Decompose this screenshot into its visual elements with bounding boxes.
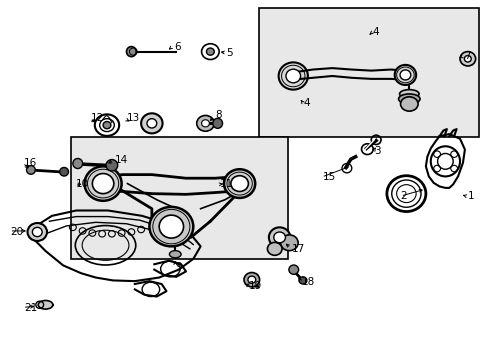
Text: 17: 17 xyxy=(292,244,305,254)
Text: 5: 5 xyxy=(225,48,232,58)
Ellipse shape xyxy=(244,273,259,287)
Ellipse shape xyxy=(26,166,35,174)
Ellipse shape xyxy=(398,94,419,104)
Ellipse shape xyxy=(147,119,157,128)
Ellipse shape xyxy=(84,166,122,201)
Ellipse shape xyxy=(92,174,114,194)
Ellipse shape xyxy=(280,235,298,251)
Ellipse shape xyxy=(273,232,285,243)
Text: 7: 7 xyxy=(463,51,469,61)
Text: 11: 11 xyxy=(220,179,233,189)
Ellipse shape xyxy=(267,242,282,255)
Ellipse shape xyxy=(106,159,118,171)
Ellipse shape xyxy=(288,265,298,274)
Ellipse shape xyxy=(299,277,306,284)
Ellipse shape xyxy=(169,251,181,258)
Text: 16: 16 xyxy=(24,158,37,168)
Ellipse shape xyxy=(141,113,162,134)
Ellipse shape xyxy=(464,55,470,62)
Text: 1: 1 xyxy=(467,191,473,201)
Ellipse shape xyxy=(60,167,68,176)
Ellipse shape xyxy=(73,158,82,168)
Ellipse shape xyxy=(201,120,209,127)
Text: 18: 18 xyxy=(302,277,315,287)
Bar xyxy=(71,137,288,259)
Text: 12: 12 xyxy=(91,113,104,123)
Ellipse shape xyxy=(285,69,300,83)
Text: 9: 9 xyxy=(175,262,182,272)
Ellipse shape xyxy=(278,62,307,90)
Ellipse shape xyxy=(230,176,248,192)
Ellipse shape xyxy=(206,48,214,55)
Text: 19: 19 xyxy=(248,281,261,291)
Text: 3: 3 xyxy=(373,145,380,156)
Text: 20: 20 xyxy=(10,227,23,237)
Ellipse shape xyxy=(459,51,475,66)
Text: 15: 15 xyxy=(322,172,335,182)
Ellipse shape xyxy=(196,116,214,131)
Ellipse shape xyxy=(212,118,222,129)
Ellipse shape xyxy=(38,301,53,309)
Text: 21: 21 xyxy=(24,303,37,314)
Ellipse shape xyxy=(399,70,410,80)
Bar xyxy=(259,8,478,137)
Ellipse shape xyxy=(159,215,183,238)
Ellipse shape xyxy=(126,46,136,57)
Ellipse shape xyxy=(268,227,290,247)
Text: 14: 14 xyxy=(115,155,128,165)
Text: 2: 2 xyxy=(400,191,407,201)
Ellipse shape xyxy=(103,122,111,129)
Ellipse shape xyxy=(149,207,193,246)
Ellipse shape xyxy=(224,169,255,198)
Text: 10: 10 xyxy=(76,179,89,189)
Ellipse shape xyxy=(399,90,418,98)
Ellipse shape xyxy=(400,97,417,111)
Ellipse shape xyxy=(247,276,255,283)
Text: 8: 8 xyxy=(215,111,222,121)
Text: 4: 4 xyxy=(371,27,378,37)
Text: 4: 4 xyxy=(303,98,309,108)
Ellipse shape xyxy=(394,65,415,85)
Ellipse shape xyxy=(27,223,47,241)
Text: 13: 13 xyxy=(126,113,140,123)
Text: 6: 6 xyxy=(173,42,180,51)
Ellipse shape xyxy=(32,227,42,237)
